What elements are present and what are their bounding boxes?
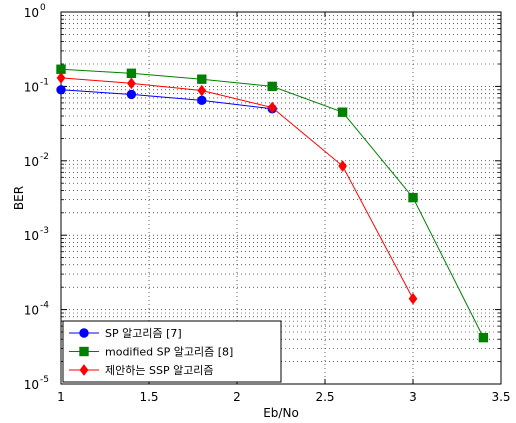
y-tick-exponent: -4 <box>40 301 49 311</box>
y-tick-label: 10 <box>24 155 39 169</box>
y-tick-label: 10 <box>24 80 39 94</box>
y-tick-label: 10 <box>24 304 39 318</box>
series-line <box>60 89 273 110</box>
x-tick-label: 3 <box>409 390 417 404</box>
square-marker <box>478 332 489 343</box>
diamond-marker <box>338 160 347 172</box>
legend-label: 제안하는 SSP 알고리즘 <box>105 363 214 377</box>
square-marker <box>126 68 137 78</box>
circle-marker <box>79 328 89 338</box>
series-line <box>60 77 414 299</box>
diamond-marker <box>267 101 277 114</box>
plot-area <box>60 11 502 385</box>
x-axis-label: Eb/No <box>263 406 299 420</box>
legend-entry: SP 알고리즘 [7] <box>69 326 182 340</box>
square-marker <box>267 81 277 92</box>
circle-marker <box>197 95 207 106</box>
legend-entry: modified SP 알고리즘 [8] <box>69 345 233 359</box>
series-3 <box>56 72 418 305</box>
x-axis: 1 1.5 2 2.5 3 3.5 <box>57 12 511 404</box>
x-tick-label: 1 <box>57 390 65 404</box>
legend-label: SP 알고리즘 [7] <box>105 326 182 340</box>
y-axis-label: BER <box>12 186 26 210</box>
y-tick-label: 10 <box>24 6 39 20</box>
square-marker <box>79 346 89 357</box>
circle-marker <box>126 89 137 100</box>
legend-box <box>62 320 282 383</box>
legend-entry: 제안하는 SSP 알고리즘 <box>69 363 214 377</box>
series-2 <box>56 64 489 343</box>
y-tick-exponent: 0 <box>40 3 46 13</box>
y-tick-exponent: -3 <box>40 226 49 236</box>
y-tick-label: 10 <box>24 229 39 243</box>
y-tick-label: 10 <box>24 378 39 392</box>
y-tick-exponent: -2 <box>40 152 49 162</box>
y-tick-exponent: -5 <box>40 375 49 385</box>
x-tick-label: 2.5 <box>315 390 334 404</box>
series-layer <box>56 64 489 343</box>
grid <box>61 12 501 384</box>
diamond-marker <box>56 72 66 84</box>
diamond-marker <box>197 84 207 97</box>
diamond-marker <box>79 364 89 376</box>
y-tick-exponent: -1 <box>40 77 49 87</box>
square-marker <box>337 107 348 117</box>
diamond-marker <box>408 292 418 305</box>
x-tick-label: 3.5 <box>491 390 510 404</box>
legend-label: modified SP 알고리즘 [8] <box>105 345 233 359</box>
x-tick-label: 2 <box>233 390 241 404</box>
series-1 <box>56 85 277 114</box>
square-marker <box>408 192 418 203</box>
square-marker <box>197 74 207 84</box>
legend: SP 알고리즘 [7] modified SP 알고리즘 [8] 제안하는 SSP … <box>62 320 282 383</box>
diamond-marker <box>127 77 136 90</box>
circle-marker <box>56 85 66 95</box>
x-tick-label: 1.5 <box>139 390 158 404</box>
